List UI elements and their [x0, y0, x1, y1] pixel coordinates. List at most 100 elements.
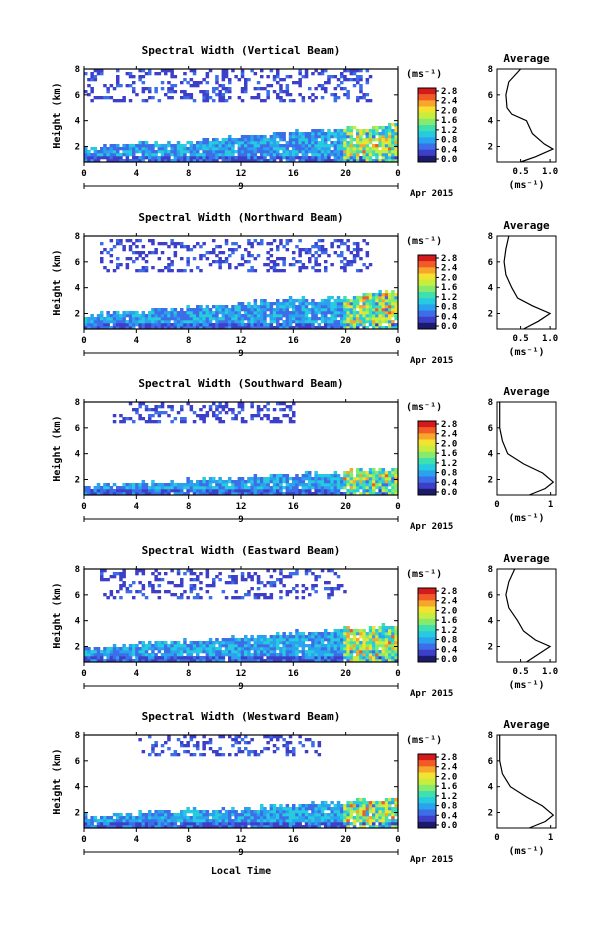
heatmap-cell — [224, 308, 229, 312]
heatmap-cell — [349, 69, 354, 73]
heatmap-cell — [372, 299, 376, 303]
heatmap-cell — [301, 314, 306, 318]
heatmap-cell — [311, 314, 315, 318]
heatmap-cell — [100, 69, 104, 73]
heatmap-cell — [333, 159, 338, 163]
heatmap-cell — [100, 257, 104, 261]
heatmap-cell — [368, 653, 373, 657]
heatmap-cell — [336, 159, 341, 163]
heatmap-cell — [122, 150, 126, 154]
heatmap-cell — [224, 147, 229, 151]
heatmap-cell — [237, 411, 242, 415]
heatmap-cell — [125, 257, 130, 261]
heatmap-cell — [352, 150, 357, 154]
heatmap-cell — [170, 659, 174, 663]
heatmap-cell — [141, 99, 146, 103]
heatmap-cell — [202, 138, 206, 142]
heatmap-cell — [144, 819, 149, 823]
heatmap-cell — [304, 317, 309, 321]
heatmap-cell — [228, 480, 232, 484]
heatmap-cell — [285, 314, 290, 318]
heatmap-cell — [186, 326, 190, 330]
heatmap-cell — [135, 408, 139, 412]
heatmap-cell — [260, 492, 264, 496]
heatmap-cell — [244, 819, 248, 823]
heatmap-cell — [141, 587, 146, 591]
heatmap-cell — [90, 822, 94, 826]
heatmap-cell — [215, 647, 219, 651]
heatmap-cell — [263, 159, 267, 163]
heatmap-cell — [391, 147, 395, 151]
heatmap-cell — [128, 323, 133, 327]
heatmap-cell — [327, 320, 331, 324]
heatmap-cell — [196, 819, 200, 823]
heatmap-cell — [212, 159, 216, 163]
heatmap-cell — [231, 314, 235, 318]
heatmap-cell — [208, 311, 213, 315]
heatmap-cell — [240, 492, 245, 496]
heatmap-cell — [308, 807, 312, 811]
heatmap-cell — [333, 305, 338, 309]
heatmap-cell — [288, 653, 293, 657]
average-y-tick-label: 8 — [488, 398, 493, 408]
heatmap-cell — [218, 260, 222, 264]
heatmap-cell — [240, 750, 245, 754]
heatmap-cell — [202, 644, 206, 648]
heatmap-cell — [372, 816, 376, 820]
heatmap-cell — [154, 575, 158, 579]
heatmap-cell — [368, 314, 373, 318]
heatmap-cell — [228, 311, 232, 315]
heatmap-cell — [282, 138, 286, 142]
heatmap-cell — [138, 414, 142, 418]
heatmap-cell — [301, 492, 306, 496]
heatmap-cell — [218, 653, 222, 657]
heatmap-cell — [304, 248, 309, 252]
heatmap-cell — [295, 813, 299, 817]
heatmap-cell — [308, 323, 312, 327]
colorbar-tick-label: 1.2 — [441, 626, 457, 636]
heatmap-cell — [119, 659, 123, 663]
heatmap-cell — [292, 813, 296, 817]
heatmap-cell — [183, 735, 187, 739]
heatmap-cell — [362, 486, 366, 490]
heatmap-cell — [330, 638, 334, 642]
heatmap-cell — [333, 647, 338, 651]
heatmap-cell — [372, 474, 376, 478]
heatmap-cell — [90, 656, 94, 660]
heatmap-cell — [384, 141, 389, 145]
heatmap-cell — [234, 305, 238, 309]
heatmap-cell — [311, 245, 315, 249]
heatmap-cell — [317, 659, 322, 663]
heatmap-cell — [378, 159, 382, 163]
heatmap-cell — [205, 810, 210, 814]
heatmap-cell — [141, 81, 146, 85]
heatmap-cell — [205, 641, 210, 645]
heatmap-cell — [128, 239, 133, 243]
heatmap-cell — [119, 147, 123, 151]
heatmap-cell — [106, 483, 110, 487]
heatmap-cell — [333, 629, 338, 633]
heatmap-cell — [384, 659, 389, 663]
heatmap-cell — [317, 744, 322, 748]
heatmap-cell — [122, 659, 126, 663]
heatmap-cell — [247, 656, 251, 660]
heatmap-cell — [272, 144, 277, 148]
heatmap-cell — [282, 641, 286, 645]
heatmap-cell — [192, 489, 197, 493]
heatmap-cell — [311, 813, 315, 817]
heatmap-cell — [295, 477, 299, 481]
heatmap-cell — [154, 408, 158, 412]
heatmap-cell — [314, 644, 318, 648]
heatmap-cell — [263, 414, 267, 418]
heatmap-cell — [333, 471, 338, 475]
heatmap-cell — [308, 825, 312, 829]
heatmap-cell — [183, 93, 187, 97]
heatmap-cell — [157, 659, 162, 663]
heatmap-cell — [125, 314, 130, 318]
heatmap-cell — [295, 153, 299, 157]
heatmap-cell — [301, 477, 306, 481]
heatmap-cell — [240, 75, 245, 79]
heatmap-cell — [375, 326, 379, 330]
heatmap-cell — [260, 486, 264, 490]
heatmap-cell — [324, 132, 328, 136]
